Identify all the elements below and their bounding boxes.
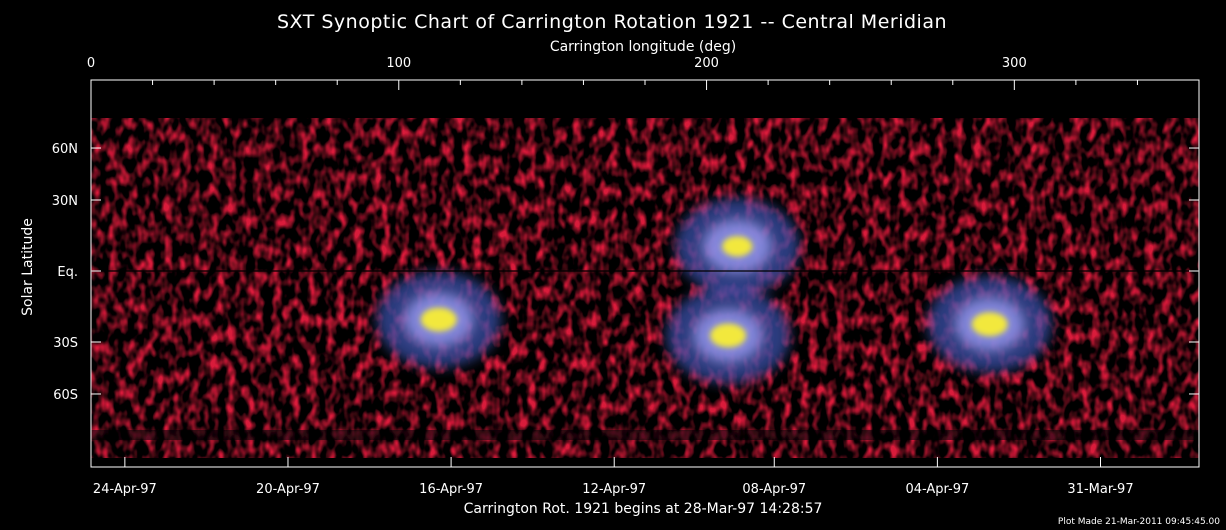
heatmap-speckle xyxy=(91,118,1199,458)
lat-tick-label-Eq.: Eq. xyxy=(57,265,78,280)
date-tick-label-1: 24-Apr-97 xyxy=(93,482,157,497)
active-region-core-1 xyxy=(420,307,457,332)
rotation-start-label: Carrington Rot. 1921 begins at 28-Mar-97… xyxy=(464,501,823,517)
date-tick-label-3: 16-Apr-97 xyxy=(419,482,483,497)
date-tick-label-7: 31-Mar-97 xyxy=(1067,482,1133,497)
tick-labels: 0 100 200 300 60N 30N Eq. 30S 60S 24-Apr-97 20-Apr… xyxy=(52,56,1134,497)
lat-tick-label-30S: 30S xyxy=(53,336,78,351)
heatmap-speckle-field xyxy=(91,118,1199,458)
plot-made-label: Plot Made 21-Mar-2011 09:45:45.00 xyxy=(1058,517,1220,527)
lat-tick-label-30N: 30N xyxy=(52,194,78,209)
date-tick-label-4: 12-Apr-97 xyxy=(582,482,646,497)
heatmap-speckle-dark-band xyxy=(91,430,1199,440)
top-tick-label-0: 0 xyxy=(87,56,95,71)
date-tick-label-6: 04-Apr-97 xyxy=(905,482,969,497)
lat-tick-label-60N: 60N xyxy=(52,142,78,157)
tick-marks xyxy=(90,80,1200,467)
top-tick-label-200: 200 xyxy=(694,56,719,71)
y-axis-title: Solar Latitude xyxy=(20,218,36,316)
active-region-core-2 xyxy=(710,323,747,348)
chart-title: SXT Synoptic Chart of Carrington Rotatio… xyxy=(277,11,947,33)
lat-tick-label-60S: 60S xyxy=(53,388,78,403)
top-axis-title: Carrington longitude (deg) xyxy=(550,39,736,55)
heatmap-image xyxy=(91,80,1199,467)
top-tick-label-300: 300 xyxy=(1002,56,1027,71)
heatmap-cores xyxy=(420,236,1008,348)
active-region-core-4 xyxy=(971,312,1008,337)
top-tick-label-100: 100 xyxy=(386,56,411,71)
active-region-core-3 xyxy=(722,236,753,257)
date-tick-label-5: 08-Apr-97 xyxy=(742,482,806,497)
date-tick-label-2: 20-Apr-97 xyxy=(256,482,320,497)
